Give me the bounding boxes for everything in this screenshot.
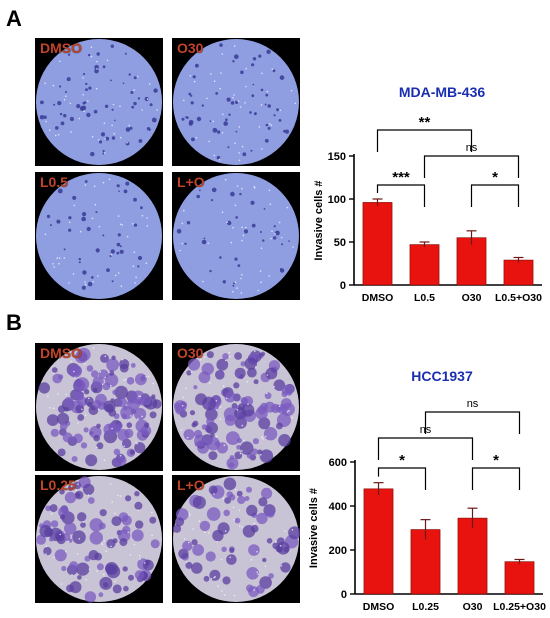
micrograph-svg [36, 476, 162, 603]
micrograph-label: L+O [177, 174, 205, 190]
bar [409, 244, 440, 286]
micrograph-svg [173, 173, 299, 299]
y-tick-label: 50 [334, 237, 346, 249]
y-axis-label: Invasive cells # [308, 488, 320, 568]
x-tick-label: O30 [463, 601, 483, 613]
chart-title-b: HCC1937 [411, 368, 473, 384]
panel-letter-b: B [6, 310, 22, 335]
significance-bracket [470, 184, 520, 207]
micrograph-label: DMSO [40, 345, 82, 361]
micrograph-svg [36, 173, 162, 299]
bar-chart-a: 0 50 100 150 Invasive cells # DMSO L0.5 O30 L0.5… [313, 114, 542, 304]
x-tick-label: O30 [462, 292, 482, 304]
cell-cluster [174, 350, 295, 470]
significance-label: ns [466, 142, 478, 154]
significance-bracket [424, 411, 521, 434]
y-axis-label: Invasive cells # [313, 180, 325, 260]
panel-letter-a: A [6, 6, 22, 31]
significance-bracket [423, 155, 520, 178]
bar [410, 529, 441, 595]
micrograph-a-lo: L+O [172, 172, 300, 300]
micrograph-label: O30 [177, 345, 204, 361]
micrograph-label: L+O [177, 477, 205, 493]
bar [363, 488, 394, 595]
significance-label: *** [392, 169, 410, 186]
microscope-field [36, 39, 162, 165]
x-tick-label: L0.25 [412, 601, 439, 613]
y-tick-label: 0 [341, 589, 347, 601]
x-tick-label: DMSO [363, 601, 395, 613]
y-tick-label: 150 [328, 151, 346, 163]
significance-label: * [492, 169, 498, 186]
micrograph-svg [173, 39, 299, 165]
cell-cluster [36, 476, 160, 603]
significance-bracket [376, 129, 473, 152]
significance-label: ** [419, 114, 431, 131]
micrograph-b-o30: O30 [172, 343, 300, 471]
cell-cluster [172, 477, 300, 598]
micrograph-a-dmso: DMSO [35, 38, 163, 166]
micrograph-b-dmso: DMSO [35, 343, 163, 471]
significance-bracket [376, 184, 426, 207]
micrograph-a-o30: O30 [172, 38, 300, 166]
bar [456, 237, 487, 286]
y-tick-label: 100 [328, 194, 346, 206]
cell-cluster [39, 44, 158, 157]
micrograph-svg [36, 344, 162, 470]
significance-label: * [399, 452, 405, 469]
y-tick-label: 0 [340, 280, 346, 292]
y-tick-label: 400 [329, 501, 347, 513]
cell-cluster [181, 43, 297, 162]
significance-label: ns [467, 398, 479, 410]
micrograph-label: O30 [177, 40, 204, 56]
micrograph-svg [172, 476, 300, 602]
micrograph-svg [173, 344, 299, 470]
y-tick-label: 200 [329, 545, 347, 557]
bar [503, 259, 534, 286]
x-tick-label: L0.25+O30 [493, 601, 546, 613]
y-tick-label: 600 [329, 457, 347, 469]
significance-label: * [493, 452, 499, 469]
x-tick-label: L0.5 [414, 292, 435, 304]
significance-bracket [471, 467, 521, 490]
microscope-field [173, 173, 299, 299]
x-tick-label: L0.5+O30 [495, 292, 542, 304]
micrograph-label: L0.25 [40, 477, 76, 493]
chart-title-a: MDA-MB-436 [398, 84, 486, 100]
micrograph-label: L0.5 [40, 174, 69, 190]
significance-label: ns [420, 424, 432, 436]
cell-cluster [38, 347, 162, 468]
bar [362, 202, 393, 286]
micrograph-b-l025: L0.25 [35, 475, 163, 603]
micrograph-svg [36, 39, 162, 165]
microscope-field [36, 173, 162, 299]
significance-bracket [377, 437, 474, 460]
micrograph-label: DMSO [40, 40, 82, 56]
cell-cluster [44, 178, 149, 290]
cell-cluster [176, 178, 294, 294]
micrograph-b-lo: L+O [172, 475, 300, 603]
bar [504, 561, 535, 595]
x-tick-label: DMSO [362, 292, 394, 304]
micrograph-a-l05: L0.5 [35, 172, 163, 300]
bar-chart-b: 0 200 400 600 Invasive cells # DMSO L0.25 O30 L0… [308, 398, 546, 613]
significance-bracket [377, 467, 427, 490]
bar [457, 517, 488, 595]
